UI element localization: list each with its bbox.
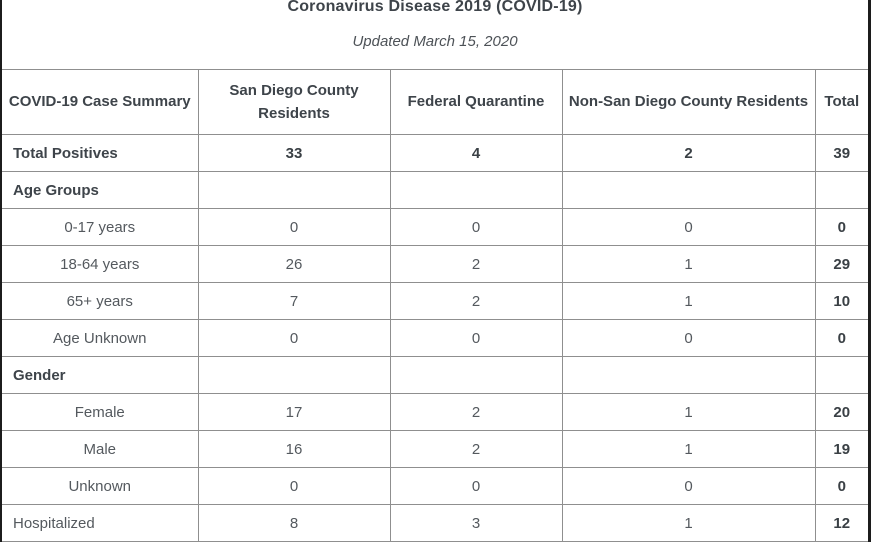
cell-value: 0 [389, 467, 563, 505]
cell-value: 8 [197, 504, 391, 542]
row-label: Unknown [2, 467, 199, 505]
cell-value: 1 [561, 245, 816, 283]
row-total: 12 [814, 504, 868, 542]
header-row: COVID-19 Case Summary San Diego County R… [2, 69, 868, 135]
table-row: Total Positives 33 4 2 39 [2, 134, 868, 172]
cell-value: 1 [561, 504, 816, 542]
cell-value: 4 [389, 134, 563, 172]
column-header-federal-quarantine: Federal Quarantine [389, 69, 563, 135]
row-label: Age Unknown [2, 319, 199, 357]
row-total: 39 [814, 134, 868, 172]
row-label: Total Positives [2, 134, 199, 172]
cell-value: 0 [561, 208, 816, 246]
table-header: COVID-19 Case Summary San Diego County R… [2, 69, 868, 135]
row-label: 0-17 years [2, 208, 199, 246]
cell-value: 1 [561, 430, 816, 468]
cell-value: 2 [389, 282, 563, 320]
updated-date-subtitle: Updated March 15, 2020 [352, 33, 518, 50]
cell-value: 1 [561, 393, 816, 431]
cell-value: 0 [197, 208, 391, 246]
table-row: Gender [2, 356, 868, 394]
row-label: Gender [2, 356, 199, 394]
column-header-sd-residents: San Diego County Residents [197, 69, 391, 135]
table-row: 0-17 years 0 0 0 0 [2, 208, 868, 246]
table-row: Unknown 0 0 0 0 [2, 467, 868, 505]
table-body: Total Positives 33 4 2 39 Age Groups 0-17 year… [2, 134, 868, 542]
cell-value [197, 356, 391, 394]
row-total [814, 356, 868, 394]
cell-value: 0 [389, 319, 563, 357]
column-header-total: Total [814, 69, 868, 135]
cell-value: 0 [561, 467, 816, 505]
row-label: 65+ years [2, 282, 199, 320]
row-total: 20 [814, 393, 868, 431]
cell-value: 0 [197, 319, 391, 357]
row-label: Male [2, 430, 199, 468]
row-label: Female [2, 393, 199, 431]
cell-value: 16 [197, 430, 391, 468]
page-title: Coronavirus Disease 2019 (COVID-19) [287, 0, 583, 15]
row-total: 0 [814, 319, 868, 357]
cell-value [389, 171, 563, 209]
cell-value: 33 [197, 134, 391, 172]
row-total: 10 [814, 282, 868, 320]
cell-value: 2 [389, 393, 563, 431]
table-row: Female 17 2 1 20 [2, 393, 868, 431]
cell-value [561, 356, 816, 394]
cell-value: 0 [389, 208, 563, 246]
cell-value: 0 [197, 467, 391, 505]
table-row: Hospitalized 8 3 1 12 [2, 504, 868, 542]
table-row: 65+ years 7 2 1 10 [2, 282, 868, 320]
cell-value [389, 356, 563, 394]
cell-value: 7 [197, 282, 391, 320]
row-total: 29 [814, 245, 868, 283]
cell-value [197, 171, 391, 209]
cell-value [561, 171, 816, 209]
cell-value: 2 [561, 134, 816, 172]
row-total: 0 [814, 467, 868, 505]
cell-value: 2 [389, 245, 563, 283]
row-total: 0 [814, 208, 868, 246]
row-label: Age Groups [2, 171, 199, 209]
cell-value: 1 [561, 282, 816, 320]
table-row: 18-64 years 26 2 1 29 [2, 245, 868, 283]
cell-value: 17 [197, 393, 391, 431]
covid-summary-table: COVID-19 Case Summary San Diego County R… [2, 69, 868, 542]
column-header-non-sd-residents: Non-San Diego County Residents [561, 69, 816, 135]
row-total [814, 171, 868, 209]
table-row: Age Groups [2, 171, 868, 209]
column-header-case-summary: COVID-19 Case Summary [2, 69, 199, 135]
table-row: Male 16 2 1 19 [2, 430, 868, 468]
cell-value: 0 [561, 319, 816, 357]
title-block: Coronavirus Disease 2019 (COVID-19) Upda… [2, 0, 868, 69]
cell-value: 3 [389, 504, 563, 542]
cell-value: 2 [389, 430, 563, 468]
row-total: 19 [814, 430, 868, 468]
row-label: Hospitalized [2, 504, 199, 542]
cell-value: 26 [197, 245, 391, 283]
table-row: Age Unknown 0 0 0 0 [2, 319, 868, 357]
row-label: 18-64 years [2, 245, 199, 283]
